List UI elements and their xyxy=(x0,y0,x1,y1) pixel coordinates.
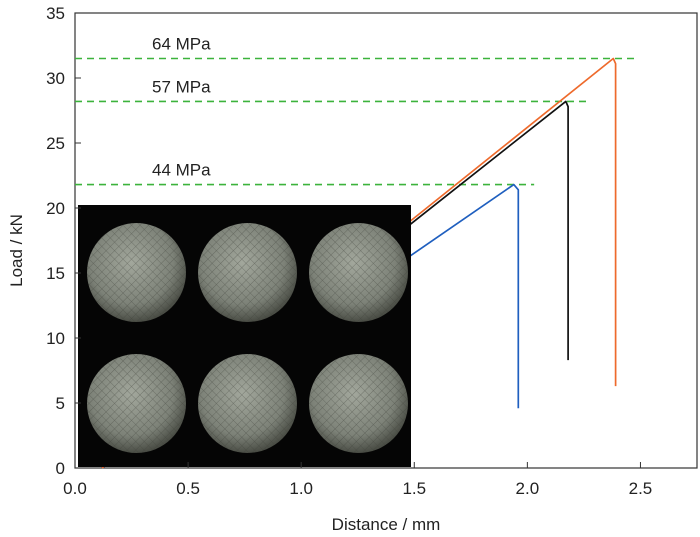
x-tick-label: 0.5 xyxy=(176,479,200,498)
y-tick-label: 15 xyxy=(46,264,65,283)
reference-lines xyxy=(75,57,636,186)
y-tick-label: 20 xyxy=(46,199,65,218)
specimen-lattice-texture xyxy=(198,223,297,322)
y-tick-label: 30 xyxy=(46,69,65,88)
x-axis-title: Distance / mm xyxy=(332,515,441,534)
x-axis-ticks: 0.0 0.5 1.0 1.5 2.0 2.5 xyxy=(63,462,652,498)
y-tick-label: 10 xyxy=(46,329,65,348)
inset-specimen-photo xyxy=(78,205,411,467)
strength-label: 44 MPa xyxy=(152,161,211,180)
strength-label: 57 MPa xyxy=(152,77,211,96)
y-tick-label: 25 xyxy=(46,134,65,153)
x-tick-label: 2.5 xyxy=(629,479,653,498)
x-tick-label: 0.0 xyxy=(63,479,87,498)
y-tick-label: 0 xyxy=(56,459,65,478)
specimen-lattice-texture xyxy=(87,354,186,453)
specimen-lattice-texture xyxy=(198,354,297,453)
y-axis-title: Load / kN xyxy=(7,214,26,287)
x-tick-label: 2.0 xyxy=(516,479,540,498)
y-tick-label: 5 xyxy=(56,394,65,413)
y-axis-ticks: 0 5 10 15 20 25 30 35 xyxy=(46,4,81,478)
specimen-lattice-texture xyxy=(87,223,186,322)
strength-label: 64 MPa xyxy=(152,35,211,54)
specimen-lattice-texture xyxy=(309,223,408,322)
plot-border xyxy=(74,12,698,469)
reference-labels: 64 MPa 57 MPa 44 MPa xyxy=(152,35,211,180)
plot-frame xyxy=(74,12,698,469)
x-tick-label: 1.0 xyxy=(289,479,313,498)
y-tick-label: 35 xyxy=(46,4,65,23)
x-tick-label: 1.5 xyxy=(402,479,426,498)
specimen-lattice-texture xyxy=(309,354,408,453)
